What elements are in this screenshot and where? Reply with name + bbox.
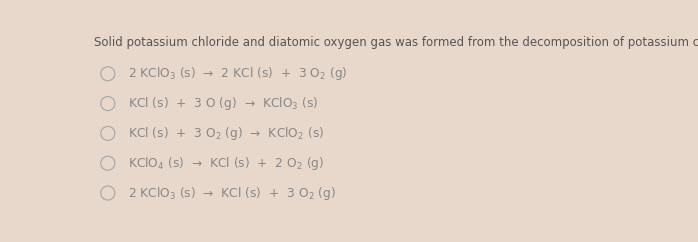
Text: KClO$_4$ (s)  →  KCl (s)  +  2 O$_2$ (g): KClO$_4$ (s) → KCl (s) + 2 O$_2$ (g) [128, 155, 324, 172]
Text: KCl (s)  +  3 O$_2$ (g)  →  KClO$_2$ (s): KCl (s) + 3 O$_2$ (g) → KClO$_2$ (s) [128, 125, 324, 142]
Text: Solid potassium chloride and diatomic oxygen gas was formed from the decompositi: Solid potassium chloride and diatomic ox… [94, 37, 698, 50]
Text: KCl (s)  +  3 O (g)  →  KClO$_3$ (s): KCl (s) + 3 O (g) → KClO$_3$ (s) [128, 95, 318, 112]
Text: 2 KClO$_3$ (s)  →  2 KCl (s)  +  3 O$_2$ (g): 2 KClO$_3$ (s) → 2 KCl (s) + 3 O$_2$ (g) [128, 65, 348, 82]
Text: 2 KClO$_3$ (s)  →  KCl (s)  +  3 O$_2$ (g): 2 KClO$_3$ (s) → KCl (s) + 3 O$_2$ (g) [128, 184, 336, 202]
